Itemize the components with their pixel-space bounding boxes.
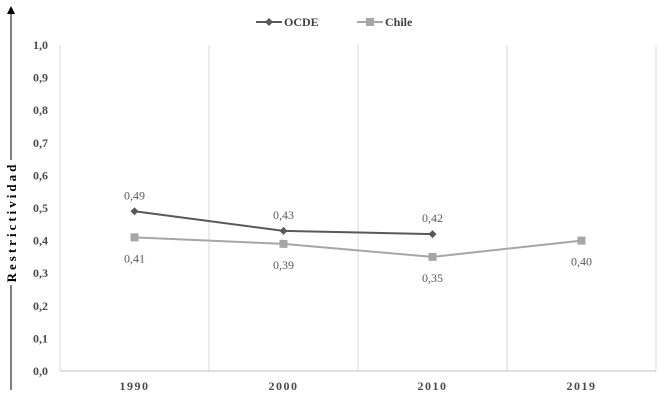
- y-tick-label: 0,6: [33, 168, 48, 182]
- data-label-chile: 0,41: [124, 251, 145, 265]
- series-lines: [130, 207, 586, 261]
- y-tick-label: 0,3: [33, 266, 48, 280]
- y-tick-label: 0,8: [33, 103, 48, 117]
- data-label-chile: 0,40: [571, 255, 592, 269]
- y-tick-labels: 0,0 0,1 0,2 0,3 0,4 0,5 0,6 0,7 0,8 0,9 1,0: [33, 38, 48, 378]
- y-tick-label: 0,4: [33, 234, 48, 248]
- data-point-chile: [428, 252, 437, 261]
- data-point-ocde: [130, 207, 139, 216]
- y-tick-label: 0,2: [33, 299, 48, 313]
- legend-chile-label: Chile: [385, 15, 413, 29]
- x-tick-label: 2000: [269, 379, 299, 393]
- data-point-chile: [279, 239, 288, 248]
- y-tick-label: 1,0: [33, 38, 48, 52]
- y-axis-title-group: Restrictividad: [4, 6, 19, 390]
- legend-ocde-marker: [265, 18, 273, 26]
- data-labels: 0,49 0,43 0,42 0,41 0,39 0,35 0,40: [124, 188, 592, 285]
- y-tick-label: 0,9: [33, 71, 48, 85]
- data-label-chile: 0,39: [273, 258, 294, 272]
- y-tick-label: 0,5: [33, 201, 48, 215]
- legend-chile-marker: [366, 18, 374, 26]
- data-label-ocde: 0,42: [422, 211, 443, 225]
- y-tick-label: 0,7: [33, 136, 48, 150]
- series-line-chile: [134, 236, 582, 258]
- y-axis-title: Restrictividad: [4, 162, 19, 283]
- data-point-ocde: [428, 230, 437, 239]
- y-tick-label: 0,0: [33, 364, 48, 378]
- x-tick-label: 1990: [120, 379, 150, 393]
- x-tick-label: 2019: [567, 379, 597, 393]
- data-label-ocde: 0,49: [124, 188, 145, 202]
- legend: OCDE Chile: [256, 15, 413, 29]
- data-label-ocde: 0,43: [273, 208, 294, 222]
- data-label-chile: 0,35: [422, 271, 443, 285]
- grid-lines: [59, 45, 657, 371]
- y-axis-arrow-head: [7, 6, 15, 14]
- legend-ocde-label: OCDE: [284, 15, 319, 29]
- y-tick-label: 0,1: [33, 331, 48, 345]
- x-tick-label: 2010: [418, 379, 448, 393]
- data-point-chile: [130, 233, 139, 242]
- x-tick-labels: 1990 2000 2010 2019: [120, 379, 597, 393]
- data-point-ocde: [279, 226, 288, 235]
- data-point-chile: [577, 236, 586, 245]
